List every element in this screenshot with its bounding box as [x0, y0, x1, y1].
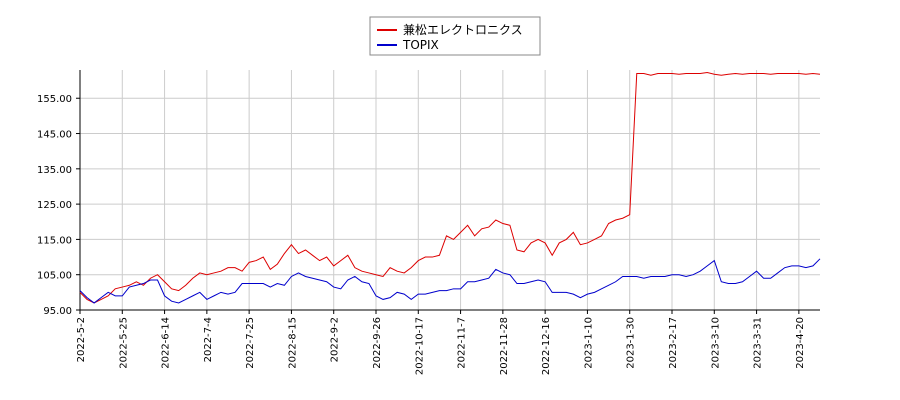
x-tick-label: 2022-9-26 — [372, 317, 383, 369]
y-tick-label: 155.00 — [37, 94, 72, 105]
x-tick-label: 2022-6-14 — [161, 317, 172, 369]
x-tick-label: 2022-8-15 — [287, 317, 298, 369]
y-tick-label: 125.00 — [37, 200, 72, 211]
x-tick-label: 2022-7-25 — [245, 317, 256, 369]
x-tick-label: 2022-11-7 — [457, 317, 468, 369]
x-tick-label: 2022-10-17 — [414, 317, 425, 375]
legend-label: TOPIX — [402, 38, 439, 52]
series-line — [79, 71, 821, 304]
x-tick-label: 2022-5-2 — [76, 317, 87, 362]
series-line — [79, 258, 821, 304]
x-tick-label: 2022-9-2 — [330, 317, 341, 362]
x-tick-label: 2022-5-25 — [118, 317, 129, 369]
x-tick-label: 2022-12-16 — [541, 317, 552, 375]
y-tick-label: 105.00 — [37, 271, 72, 282]
x-tick-label: 2023-1-30 — [626, 317, 637, 369]
x-tick-label: 2023-3-10 — [710, 317, 721, 369]
x-tick-label: 2022-7-4 — [203, 317, 214, 362]
legend-box — [369, 16, 541, 56]
y-tick-label: 145.00 — [37, 130, 72, 141]
x-tick-label: 2023-3-31 — [753, 317, 764, 369]
x-tick-label: 2023-2-17 — [668, 317, 679, 369]
x-tick-label: 2022-11-28 — [499, 317, 510, 375]
y-tick-label: 135.00 — [37, 165, 72, 176]
x-tick-label: 2023-1-10 — [583, 317, 594, 369]
legend-label: 兼松エレクトロニクス — [403, 23, 523, 37]
y-tick-label: 95.00 — [43, 306, 72, 317]
y-tick-label: 115.00 — [37, 235, 72, 246]
x-tick-label: 2023-4-20 — [795, 317, 806, 369]
